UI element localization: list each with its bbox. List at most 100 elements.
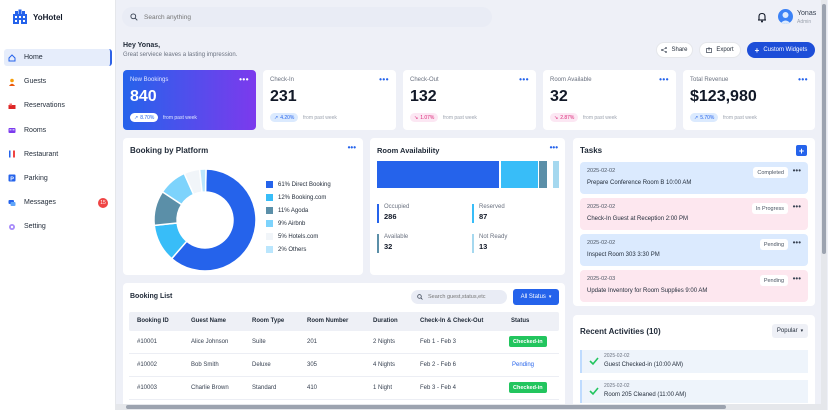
guests-icon	[9, 78, 15, 86]
more-options-icon[interactable]: •••	[239, 75, 249, 84]
sidebar-item-guests[interactable]: Guests	[4, 73, 112, 90]
export-label: Export	[716, 47, 734, 53]
column-header: Status	[511, 318, 530, 324]
donut-slice-direct-booking[interactable]	[170, 168, 257, 272]
sidebar-item-rooms[interactable]: Rooms	[4, 122, 112, 139]
stat-change-badge: ↗ 5.70%	[690, 113, 719, 122]
user-avatar[interactable]	[778, 9, 793, 24]
export-button[interactable]: Export	[699, 42, 741, 58]
scrollbar-thumb[interactable]	[126, 405, 726, 409]
more-options-icon[interactable]: •••	[792, 274, 801, 283]
user-name: Yonas	[797, 10, 817, 17]
more-options-icon[interactable]: •••	[549, 143, 558, 152]
more-options-icon[interactable]: •••	[347, 143, 356, 152]
task-item[interactable]: 2025-02-02 Inspect Room 303 3:30 PM Pend…	[580, 234, 808, 266]
availability-bar-occupied	[377, 161, 499, 188]
sidebar-item-setting[interactable]: Setting	[4, 218, 112, 235]
availability-value: 87	[479, 212, 488, 221]
more-options-icon[interactable]: •••	[792, 202, 801, 211]
stat-change-badge: ↘ 2.87%	[550, 113, 579, 122]
sidebar-item-messages[interactable]: Messages 15	[4, 194, 112, 211]
booking-list-card: Booking List	[123, 283, 565, 410]
share-button[interactable]: Share	[656, 42, 693, 58]
activity-item[interactable]: 2025-02-02 Guest Checked-in (10:00 AM)	[580, 350, 808, 373]
more-options-icon[interactable]: •••	[792, 166, 801, 175]
stat-note: from past week	[303, 115, 337, 121]
donut-slice-others[interactable]	[198, 168, 207, 193]
more-options-icon[interactable]: •••	[379, 75, 389, 84]
task-date: 2025-02-03	[587, 276, 616, 282]
availability-stat-occupied: Occupied 286	[377, 204, 409, 223]
legend-item: 11% Agoda	[266, 207, 308, 214]
reservations-icon	[8, 103, 16, 109]
search-input[interactable]	[144, 13, 444, 21]
stat-card-check-in[interactable]: Check-In ••• 231 ↗ 4.20% from past week	[263, 70, 396, 130]
stat-card-check-out[interactable]: Check-Out ••• 132 ↘ 1.07% from past week	[403, 70, 536, 130]
horizontal-scrollbar[interactable]	[116, 404, 821, 410]
platform-donut-chart	[153, 168, 257, 272]
home-icon	[8, 53, 16, 61]
task-text: Update Inventory for Room Supplies 9:00 …	[587, 288, 708, 294]
table-row[interactable]: #10002 Bob Smith Deluxe 305 4 Nights Feb…	[129, 354, 559, 377]
app-logo[interactable]: YoHotel	[12, 9, 63, 25]
notification-bell-icon[interactable]	[756, 11, 768, 23]
svg-text:P: P	[10, 177, 14, 183]
parking-icon: P	[8, 174, 16, 182]
sidebar-item-restaurant[interactable]: Restaurant	[4, 146, 112, 163]
stat-card-new-bookings[interactable]: New Bookings ••• 840 ↗ 8.70% from past we…	[123, 70, 256, 130]
chevron-down-icon: ▾	[800, 328, 804, 334]
sidebar-item-parking[interactable]: P Parking	[4, 170, 112, 187]
stat-value: $123,980	[690, 88, 757, 105]
stat-card-total-revenue[interactable]: Total Revenue ••• $123,980 ↗ 5.70% from p…	[683, 70, 815, 130]
sidebar-item-reservations[interactable]: Reservations	[4, 97, 112, 114]
activity-sort-select[interactable]: Popular ▾	[772, 324, 808, 338]
rooms-icon	[8, 128, 16, 134]
booking-search[interactable]	[411, 290, 507, 304]
booking-search-input[interactable]	[428, 294, 506, 300]
plus-icon: +	[754, 45, 760, 55]
task-status-badge: Completed	[753, 167, 788, 178]
stat-note: from past week	[443, 115, 477, 121]
global-search[interactable]	[122, 7, 492, 27]
vertical-scrollbar[interactable]	[821, 0, 827, 410]
legend-swatch	[266, 207, 273, 214]
table-row[interactable]: #10003 Charlie Brown Standard 410 1 Nigh…	[129, 377, 559, 400]
sidebar-item-label: Restaurant	[24, 150, 59, 158]
check-icon	[589, 357, 599, 366]
availability-bar-reserved	[501, 161, 538, 188]
task-item[interactable]: 2025-02-02 Check-In Guest at Reception 2…	[580, 198, 808, 230]
sidebar-item-label: Guests	[24, 78, 47, 86]
sidebar-item-label: Setting	[24, 223, 46, 231]
activity-date: 2025-02-02	[604, 383, 630, 389]
activity-item[interactable]: 2025-02-02 Room 205 Cleaned (11:00 AM)	[580, 380, 808, 403]
messages-count-badge: 15	[98, 198, 108, 209]
stat-value: 32	[550, 88, 568, 105]
legend-item: 5% Hotels.com	[266, 233, 318, 240]
table-row[interactable]: #10001 Alice Johnson Suite 201 2 Nights …	[129, 331, 559, 354]
stat-value: 840	[130, 88, 157, 105]
booking-id-cell: #10001	[137, 339, 158, 345]
room-number-cell: 305	[307, 362, 318, 368]
room-type-cell: Deluxe	[252, 362, 271, 368]
custom-widgets-button[interactable]: + Custom Widgets	[747, 42, 815, 58]
availability-bar-not-ready	[553, 161, 559, 188]
more-options-icon[interactable]: •••	[798, 75, 808, 84]
stat-card-room-available[interactable]: Room Available ••• 32 ↘ 2.87% from past w…	[543, 70, 676, 130]
scrollbar-thumb[interactable]	[822, 4, 826, 254]
add-task-button[interactable]: +	[796, 145, 807, 156]
more-options-icon[interactable]: •••	[792, 238, 801, 247]
stat-note: from past week	[723, 115, 757, 121]
availability-value: 32	[384, 242, 393, 251]
greeting-subtitle: Great serviece leaves a lasting impressi…	[123, 52, 238, 58]
custom-widgets-label: Custom Widgets	[763, 47, 808, 53]
sidebar-item-home[interactable]: Home	[4, 49, 112, 66]
stat-note: from past week	[583, 115, 617, 121]
status-filter-label: All Status	[520, 294, 546, 300]
task-item[interactable]: 2025-02-02 Prepare Conference Room B 10:…	[580, 162, 808, 194]
more-options-icon[interactable]: •••	[659, 75, 669, 84]
task-item[interactable]: 2025-02-03 Update Inventory for Room Sup…	[580, 270, 808, 302]
status-filter-select[interactable]: All Status ▾	[513, 289, 559, 305]
more-options-icon[interactable]: •••	[519, 75, 529, 84]
trend-up-icon: ↗	[694, 114, 699, 121]
stat-title: Room Available	[550, 77, 592, 83]
